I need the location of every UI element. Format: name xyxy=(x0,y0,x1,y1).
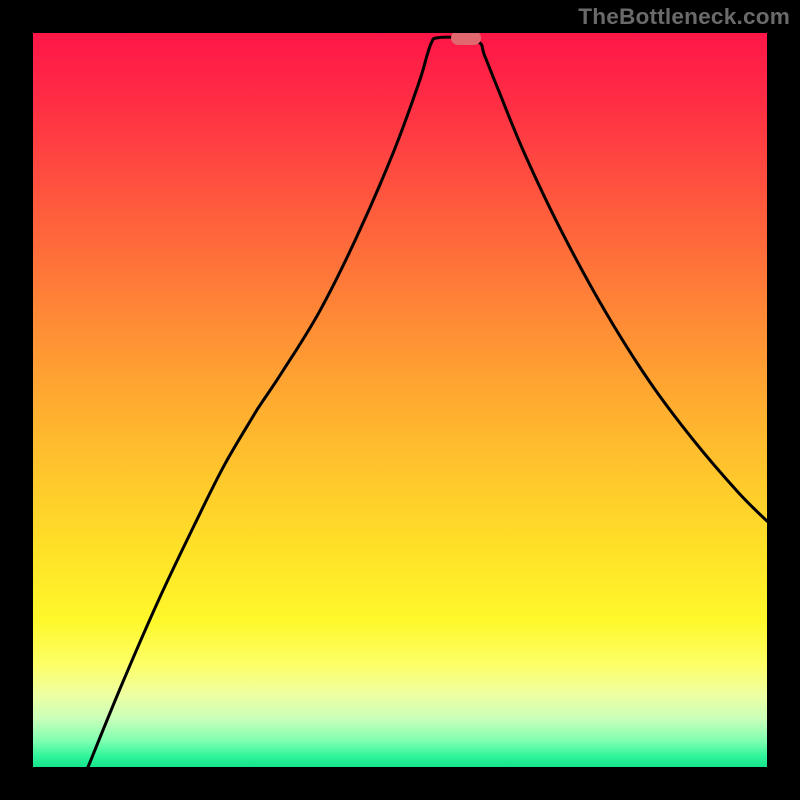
plot-area xyxy=(33,33,767,767)
watermark-text: TheBottleneck.com xyxy=(578,4,790,30)
bottleneck-curve xyxy=(33,33,767,767)
chart-frame: TheBottleneck.com xyxy=(0,0,800,800)
minimum-marker xyxy=(451,33,481,45)
